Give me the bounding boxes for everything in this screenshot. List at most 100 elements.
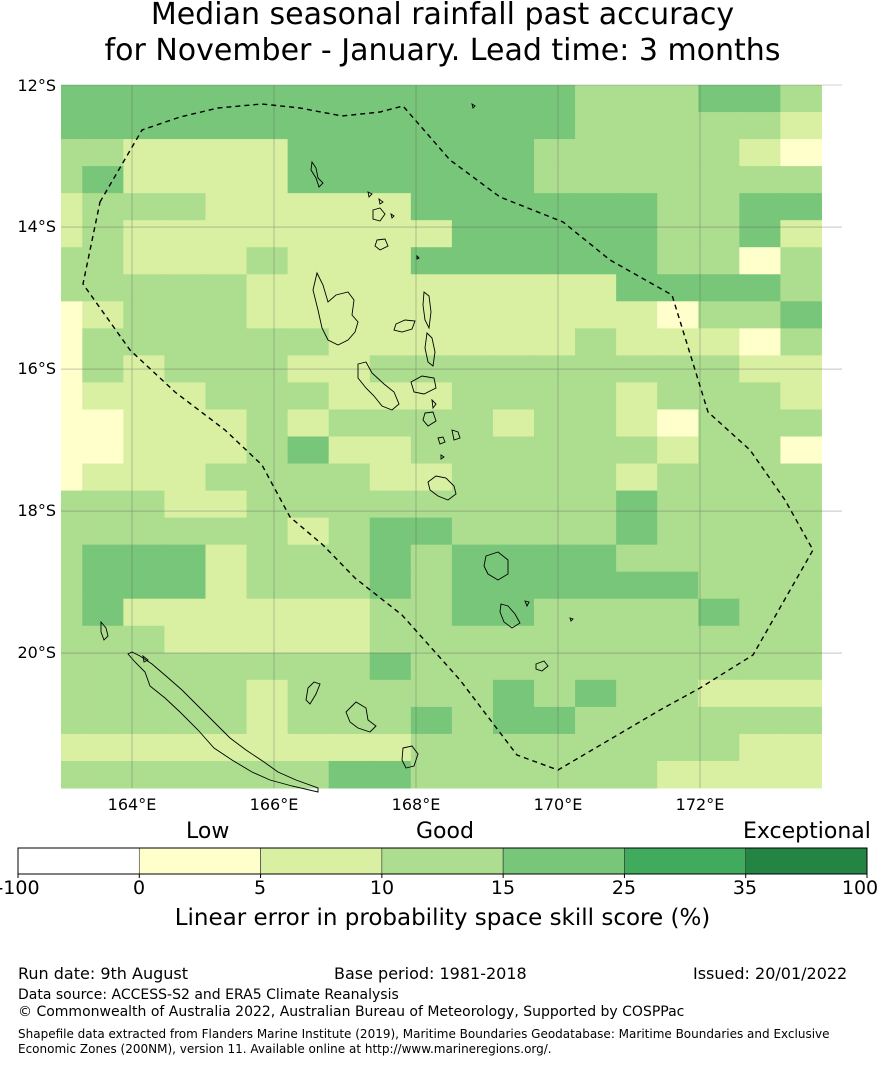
grid-cell [123, 409, 165, 437]
grid-cell [780, 706, 822, 735]
grid-cell [328, 760, 371, 789]
grid-cell [780, 409, 822, 437]
island-belep [100, 620, 109, 641]
grid-cell [616, 166, 658, 194]
grid-cell [657, 409, 699, 437]
grid-cell [698, 490, 740, 519]
grid-cell [534, 544, 576, 573]
grid-cell [698, 328, 740, 356]
grid-cell [410, 274, 453, 302]
colorbar-segment [17, 847, 140, 875]
grid-cell [780, 382, 822, 410]
grid-cell [369, 301, 412, 329]
grid-cell [657, 274, 699, 302]
grid-cell [739, 247, 781, 275]
grid-cell [164, 112, 206, 140]
grid-cell [410, 301, 453, 329]
grid-cell [164, 247, 206, 275]
grid-cell [451, 517, 494, 546]
grid-cell [534, 436, 576, 465]
grid-cell [164, 220, 206, 248]
grid-cell [780, 598, 822, 627]
grid-cell [657, 625, 699, 654]
grid-cell [616, 571, 658, 600]
grid-cell [287, 733, 330, 762]
grid-cell [780, 247, 822, 275]
grid-cell [616, 301, 658, 329]
grid-cell [616, 139, 658, 167]
grid-cell [287, 409, 330, 437]
grid-cell [61, 598, 83, 627]
grid-cell [410, 517, 453, 546]
grid-cell [698, 409, 740, 437]
grid-cell [205, 139, 248, 167]
grid-cell [164, 517, 206, 546]
colorbar-label: Linear error in probability space skill … [174, 905, 711, 931]
grid-cell [164, 328, 206, 356]
grid-cell [698, 517, 740, 546]
grid-cell [82, 409, 124, 437]
grid-cell [328, 463, 371, 492]
island-small-7 [569, 617, 574, 622]
grid-cell [575, 328, 617, 356]
grid-cell [205, 517, 248, 546]
grid-cell [164, 490, 206, 519]
grid-cell [205, 436, 248, 465]
grid-cell [534, 598, 576, 627]
grid-cell [739, 652, 781, 681]
colorbar-segment [624, 847, 747, 875]
grid-cell [246, 301, 289, 329]
grid-cell [61, 409, 83, 437]
legend-category-exceptional: Exceptional [743, 819, 871, 844]
grid-cell [534, 706, 576, 735]
grid-cell [410, 760, 453, 789]
grid-cell [328, 220, 371, 248]
grid-cell [82, 328, 124, 356]
legend-category-low: Low [186, 819, 230, 844]
grid-cell [739, 220, 781, 248]
grid-cell [246, 652, 289, 681]
grid-cell [698, 301, 740, 329]
grid-cell [739, 328, 781, 356]
grid-cell [616, 220, 658, 248]
grid-cell [657, 328, 699, 356]
grid-cell [657, 517, 699, 546]
grid-cell [451, 328, 494, 356]
grid-cell [534, 382, 576, 410]
grid-cell [534, 652, 576, 681]
grid-cell [164, 301, 206, 329]
grid-cell [575, 409, 617, 437]
grid-cell [328, 625, 371, 654]
grid-cell [534, 139, 576, 167]
grid-cell [123, 274, 165, 302]
grid-cell [780, 544, 822, 573]
grid-cell [82, 652, 124, 681]
grid-cell [575, 652, 617, 681]
grid-cell [328, 193, 371, 221]
grid-cell [164, 598, 206, 627]
grid-cell [534, 247, 576, 275]
grid-cell [739, 517, 781, 546]
grid-cell [328, 679, 371, 708]
grid-cell [82, 301, 124, 329]
grid-cell [492, 85, 535, 113]
grid-cell [369, 382, 412, 410]
grid-cell [82, 85, 124, 113]
grid-cell [61, 652, 83, 681]
grid-cell [369, 193, 412, 221]
grid-cell [698, 193, 740, 221]
grid-cell [287, 544, 330, 573]
grid-cell [657, 571, 699, 600]
grid-cell [123, 436, 165, 465]
grid-cell [698, 544, 740, 573]
grid-cell [246, 247, 289, 275]
grid-cell [780, 463, 822, 492]
grid-cell [410, 571, 453, 600]
grid-cell [164, 706, 206, 735]
grid-cell [61, 193, 83, 221]
island-gaua [372, 207, 386, 222]
grid-cell [739, 85, 781, 113]
grid-cell [657, 193, 699, 221]
grid-cell [61, 247, 83, 275]
